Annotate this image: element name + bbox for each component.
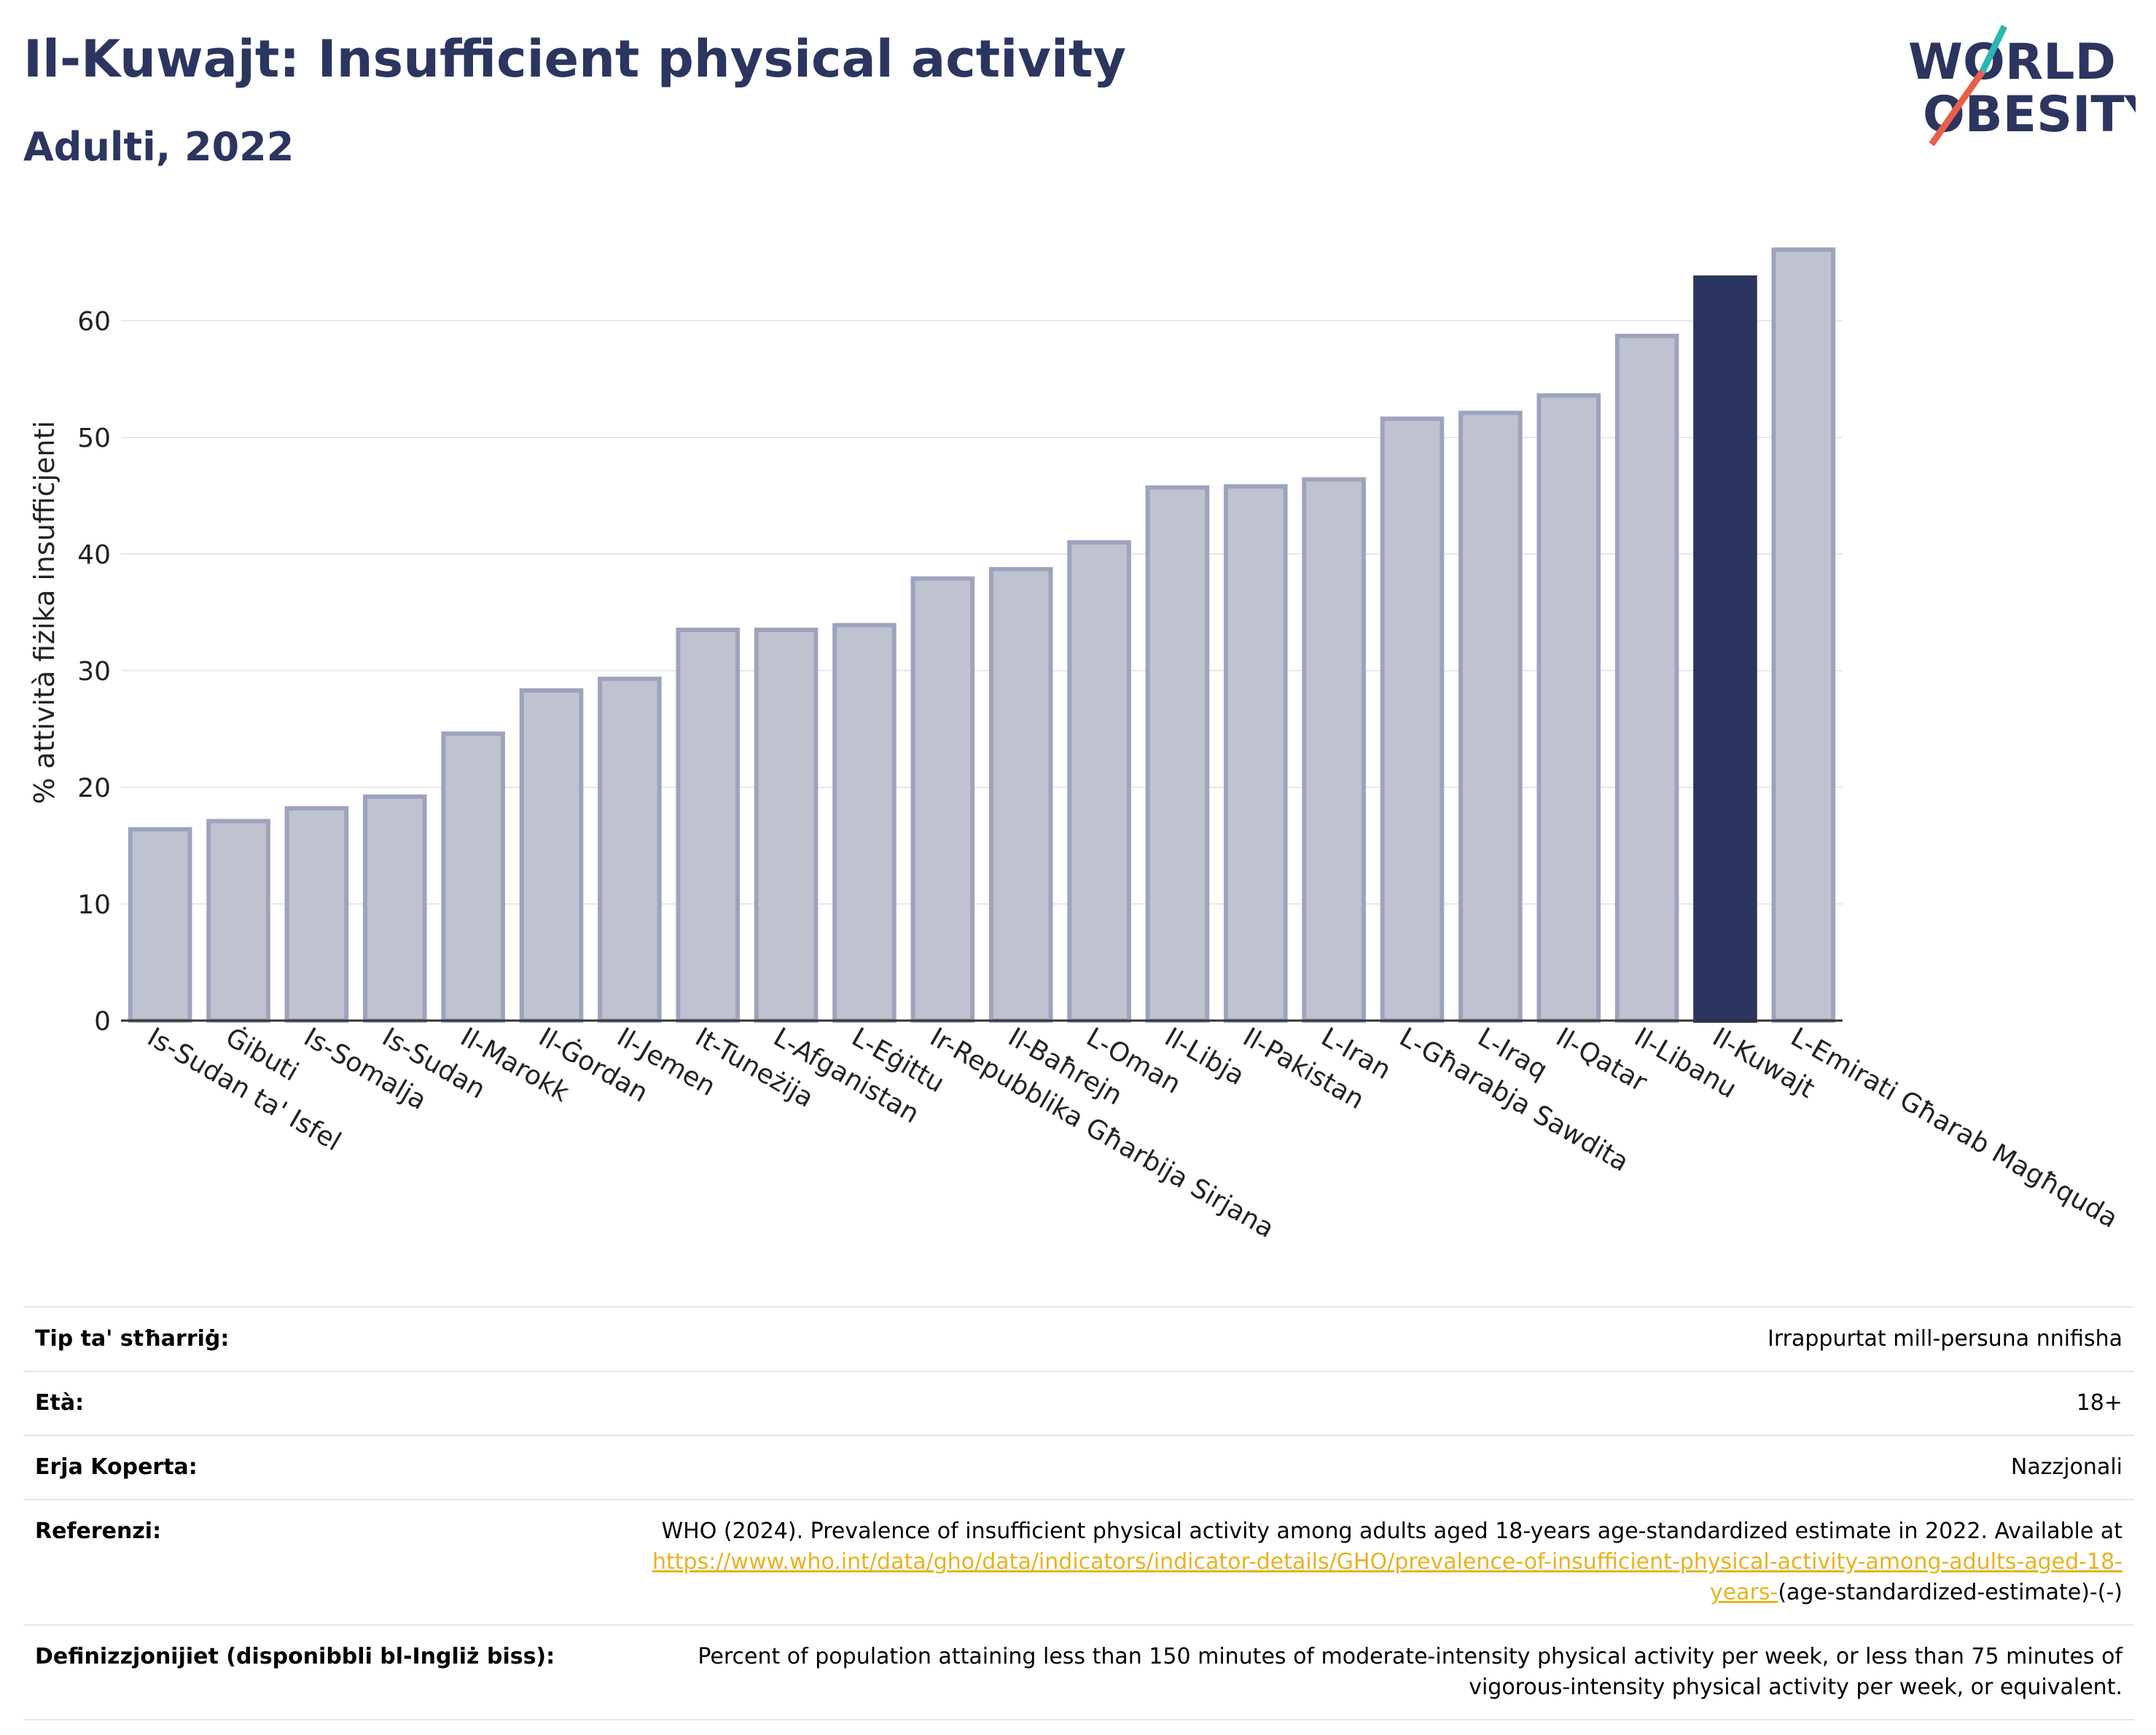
definitions-value: Percent of population attaining less tha… [601,1624,2134,1720]
bar [441,731,505,1024]
logo-line2: OBESITY [1923,86,2136,144]
bar [676,628,741,1023]
x-tick-layer: Is-Sudan ta' IsfelĠibutiIs-SomaljaIs-Sud… [142,1021,2122,1244]
references-value: WHO (2024). Prevalence of insufficient p… [601,1499,2134,1626]
info-value: Nazzjonali [601,1435,2134,1500]
info-row-age: Età: 18+ [23,1371,2134,1436]
info-value: 18+ [601,1371,2134,1436]
y-tick-label: 60 [77,307,111,337]
info-row-survey-type: Tip ta' stħarriġ: Irrappurtat mill-persu… [23,1306,2134,1372]
y-axis-label: % attività fiżika insuffiċjenti [28,421,60,804]
info-label: Tip ta' stħarriġ: [23,1306,601,1372]
info-label: Erja Koperta: [23,1435,601,1500]
info-value: Irrappurtat mill-persuna nnifisha [601,1306,2134,1372]
bar [362,794,427,1024]
references-label: Referenzi: [23,1499,601,1626]
y-tick-label: 10 [77,890,111,920]
y-tick-label: 20 [77,773,111,803]
bar [832,623,897,1023]
bar [1458,410,1523,1023]
definitions-label: Definizzjonijiet (disponibbli bl-Ingliż … [23,1624,601,1720]
info-row-definitions: Definizzjonijiet (disponibbli bl-Ingliż … [23,1624,2134,1720]
bar [1223,484,1288,1023]
references-suffix: (age-standardized-estimate)-(-) [1778,1580,2122,1605]
bar [1693,275,1757,1023]
x-tick-label: L-Emirati Għarab Magħquda [1786,1022,2122,1234]
bar [1380,416,1445,1023]
bar-layer [121,247,1843,1024]
bar [598,677,662,1023]
bar [206,819,270,1024]
bar [1536,393,1601,1023]
bar [754,628,819,1023]
bar [1067,540,1131,1023]
info-row-references: Referenzi: WHO (2024). Prevalence of ins… [23,1499,2134,1626]
bar [519,688,584,1023]
bar [1771,247,1836,1023]
bar [128,827,192,1023]
y-tick-label: 50 [77,424,111,453]
world-obesity-logo: WORLD OBESITY [1908,25,2136,147]
bar [1302,477,1366,1023]
info-row-area: Erja Koperta: Nazzjonali [23,1435,2134,1500]
y-tick-layer: 0 10 20 30 40 50 60 [77,307,111,1037]
logo-slash-red [1929,69,1985,147]
bar-chart: 0 10 20 30 40 50 60 Is-Sudan ta' IsfelĠibutiIs… [28,247,2122,1244]
bar [910,576,975,1023]
info-label: Età: [23,1371,601,1436]
bar [1145,485,1210,1023]
info-table: Tip ta' stħarriġ: Irrappurtat mill-persu… [23,1306,2134,1720]
y-tick-label: 0 [94,1007,111,1037]
bar [988,566,1053,1023]
chart-subtitle: Adulti, 2022 [23,124,294,170]
chart-title: Il-Kuwajt: Insufficient physical activit… [23,29,1126,89]
bar [1614,333,1679,1023]
logo-line1: WORLD [1908,34,2116,91]
logo-slash-teal [1979,25,2008,73]
references-text: WHO (2024). Prevalence of insufficient p… [661,1518,2122,1544]
references-link[interactable]: https://www.who.int/data/gho/data/indica… [652,1549,2122,1605]
y-tick-label: 40 [77,540,111,570]
y-tick-label: 30 [77,657,111,687]
bar [284,806,349,1024]
